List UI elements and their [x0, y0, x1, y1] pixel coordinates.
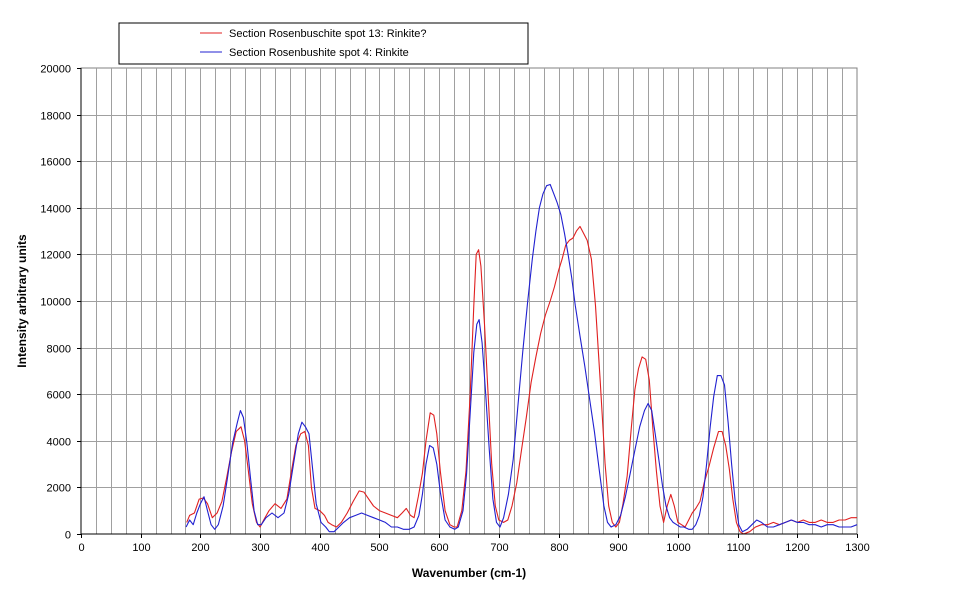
x-tick-label: 200 [191, 542, 209, 554]
x-tick-label: 400 [311, 542, 329, 554]
x-tick-label: 800 [550, 542, 568, 554]
x-tick-label: 1100 [727, 542, 751, 554]
y-axis-title: Intensity arbitrary units [15, 234, 29, 368]
y-tick-label: 2000 [47, 483, 71, 495]
y-tick-label: 0 [65, 530, 71, 542]
series-lines [185, 183, 858, 535]
y-tick-label: 4000 [47, 437, 71, 449]
x-tick-label: 1300 [845, 542, 869, 554]
y-tick-label: 12000 [40, 250, 71, 262]
y-tick-label: 14000 [40, 204, 71, 216]
x-axis-ticks: 0 100 200 300 400 500 600 700 800 900 1000 1100 1200… [78, 534, 870, 554]
y-tick-label: 10000 [40, 297, 71, 309]
y-axis-ticks: 0 2000 4000 6000 8000 10000 12000 14000 16000 180… [40, 64, 81, 542]
x-tick-label: 1200 [785, 542, 809, 554]
x-tick-label: 300 [251, 542, 269, 554]
x-tick-label: 500 [370, 542, 388, 554]
x-tick-label: 600 [430, 542, 448, 554]
legend-label-spot-13: Section Rosenbuschite spot 13: Rinkite? [229, 28, 427, 40]
y-tick-label: 16000 [40, 157, 71, 169]
x-tick-label: 1000 [666, 542, 690, 554]
x-tick-label: 100 [132, 542, 150, 554]
legend-label-spot-4: Section Rosenbushite spot 4: Rinkite [229, 47, 409, 59]
legend-box [118, 22, 529, 65]
y-tick-label: 6000 [47, 390, 71, 402]
grid [81, 68, 857, 534]
y-tick-label: 20000 [40, 64, 71, 76]
x-tick-label: 700 [490, 542, 508, 554]
series-line-0 [186, 225, 857, 535]
x-axis-title: Wavenumber (cm-1) [412, 566, 526, 580]
x-tick-label: 0 [78, 542, 84, 554]
series-line-1 [185, 183, 858, 533]
legend: Section Rosenbuschite spot 13: Rinkite? … [118, 22, 529, 65]
x-tick-label: 900 [609, 542, 627, 554]
y-tick-label: 18000 [40, 111, 71, 123]
y-tick-label: 8000 [47, 344, 71, 356]
